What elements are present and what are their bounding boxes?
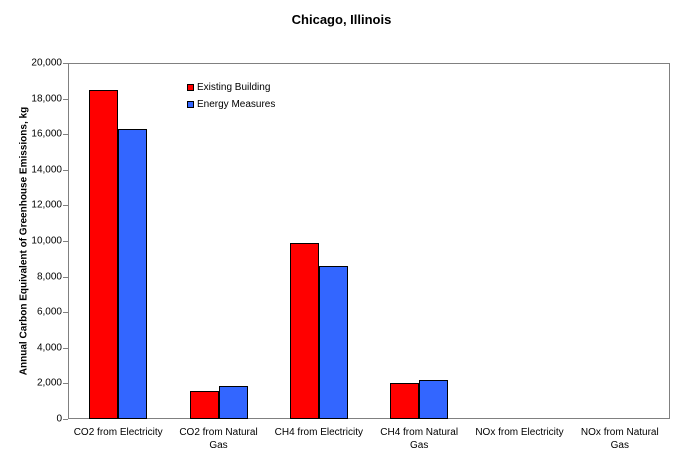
y-tick-mark [63, 98, 68, 100]
legend-swatch-icon [187, 84, 194, 91]
legend-item-energy-measures: Energy Measures [187, 96, 275, 113]
y-tick-mark [63, 205, 68, 207]
bar-energy-measures-ch4-from-natural-gas [419, 380, 449, 419]
chart-title: Chicago, Illinois [291, 12, 392, 27]
bar-energy-measures-co2-from-natural-gas [218, 386, 248, 419]
x-category-label-nox-from-electricity: NOx from Electricity [475, 427, 564, 438]
x-category-label-ch4-from-natural-gas: CH4 from Natural Gas [380, 427, 459, 451]
y-tick-label: 14,000 [31, 164, 62, 176]
legend-swatch-icon [187, 101, 194, 108]
y-tick-mark [63, 169, 68, 171]
legend-label: Existing Building [197, 82, 271, 93]
y-tick-label: 12,000 [31, 199, 62, 211]
bar-existing-building-co2-from-natural-gas [189, 391, 219, 419]
y-tick-mark [63, 241, 68, 242]
y-tick-mark [63, 276, 68, 278]
legend-label: Energy Measures [197, 99, 276, 110]
bar-energy-measures-ch4-from-electricity [318, 266, 348, 419]
y-tick-label: 10,000 [31, 235, 62, 247]
y-tick-mark [63, 419, 68, 420]
y-tick-label: 20,000 [31, 57, 62, 69]
y-tick-mark [63, 134, 68, 136]
y-tick-mark [63, 312, 68, 314]
legend: Existing Building Energy Measures [187, 79, 275, 113]
y-tick-label: 18,000 [31, 93, 62, 105]
x-category-label-nox-from-natural-gas: NOx from Natural Gas [580, 427, 659, 451]
y-tick-label: 6,000 [36, 306, 62, 318]
legend-item-existing-building: Existing Building [187, 79, 275, 96]
bar-existing-building-co2-from-electricity [89, 90, 119, 419]
bar-existing-building-ch4-from-electricity [289, 243, 319, 419]
x-category-label-co2-from-natural-gas: CO2 from Natural Gas [179, 427, 258, 451]
bar-existing-building-ch4-from-natural-gas [390, 383, 420, 419]
y-tick-label: 0 [56, 413, 62, 425]
y-tick-label: 4,000 [36, 342, 62, 354]
y-tick-label: 2,000 [36, 377, 62, 389]
y-tick-label: 16,000 [31, 128, 62, 140]
y-tick-label: 8,000 [36, 271, 62, 283]
y-tick-mark [63, 347, 68, 349]
plot-area [68, 63, 670, 419]
x-category-label-ch4-from-electricity: CH4 from Electricity [274, 427, 363, 438]
y-tick-mark [63, 63, 68, 64]
x-category-label-co2-from-electricity: CO2 from Electricity [73, 427, 163, 438]
bar-energy-measures-co2-from-electricity [118, 129, 148, 419]
y-tick-mark [63, 383, 68, 385]
